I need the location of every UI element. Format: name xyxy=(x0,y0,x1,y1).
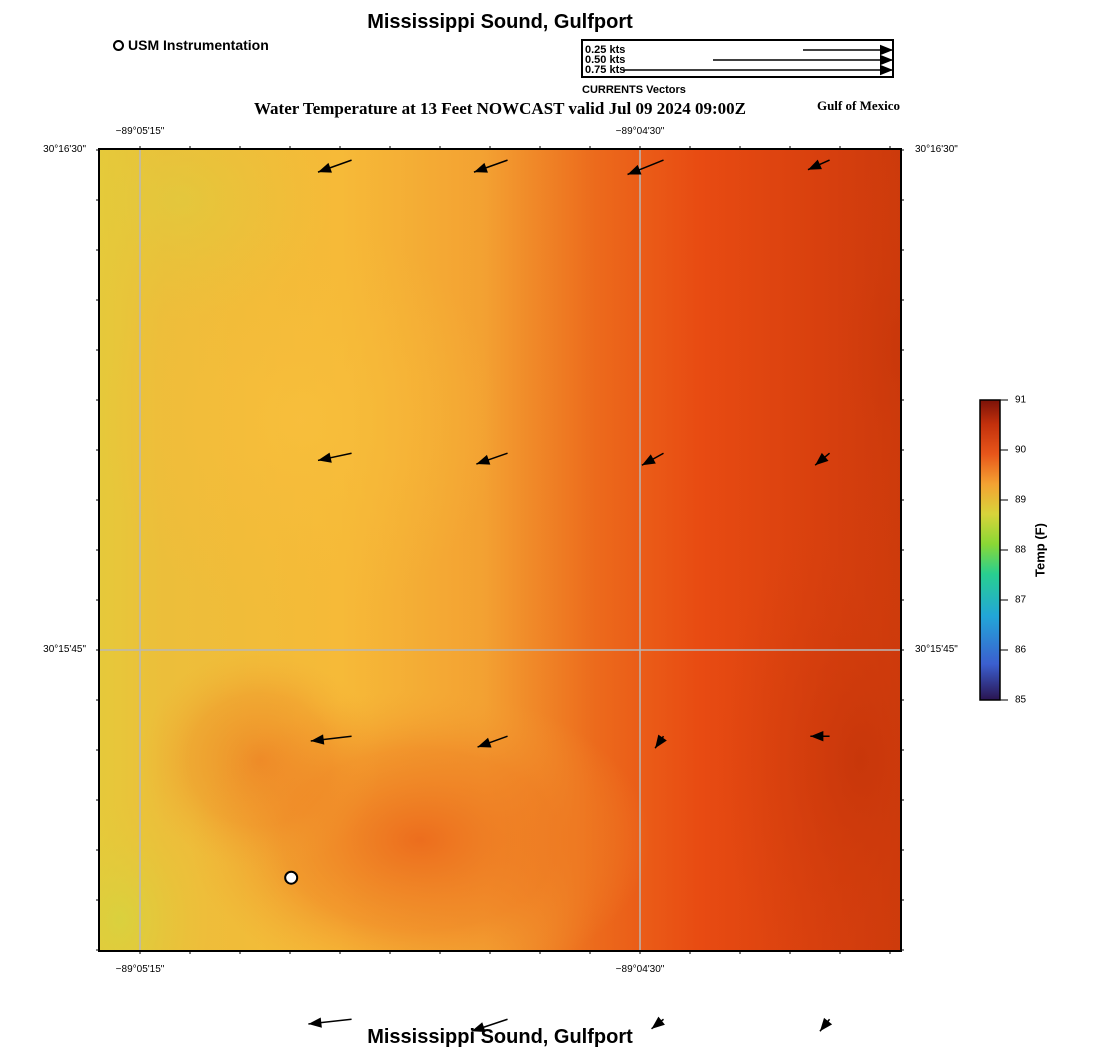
colorbar-tick-label: 85 xyxy=(1015,694,1027,706)
current-vector-arrow xyxy=(819,1017,833,1032)
temperature-field xyxy=(100,150,900,950)
current-vector-arrow xyxy=(317,159,352,173)
water-temperature-title: Water Temperature at 13 Feet NOWCAST val… xyxy=(253,99,747,118)
current-vector-arrow xyxy=(807,159,830,171)
vector-scale-arrow xyxy=(713,54,893,66)
vector-scale-arrows xyxy=(623,44,893,76)
current-vector-arrow xyxy=(476,452,508,465)
map-frame xyxy=(98,148,902,952)
lat-tick-label-right: 30°16'30" xyxy=(915,144,958,155)
current-vector-arrow xyxy=(473,159,508,173)
colorbar-tick-label: 88 xyxy=(1015,544,1027,556)
current-vector-arrow xyxy=(810,731,830,742)
current-vector-arrow xyxy=(317,452,352,463)
current-vector-arrow xyxy=(308,1017,352,1028)
current-vector-scale-box xyxy=(581,39,894,78)
map-title-top: Mississippi Sound, Gulfport xyxy=(367,11,633,33)
current-vector-arrow xyxy=(627,159,664,176)
colorbar-tick-label: 87 xyxy=(1015,594,1027,606)
usm-instrumentation-legend: USM Instrumentation xyxy=(113,37,269,53)
current-vector-arrow xyxy=(471,1018,508,1033)
vector-scale-label: 0.50 kts xyxy=(585,54,626,66)
colorbar xyxy=(979,399,1001,701)
usm-instrumentation-label: USM Instrumentation xyxy=(128,37,269,53)
vector-scale-label: 0.75 kts xyxy=(585,64,626,76)
usm-station-marker[interactable] xyxy=(284,870,299,885)
colorbar-ticks xyxy=(1000,399,1008,701)
current-vector-arrow xyxy=(814,452,831,466)
lat-tick-label-left: 30°16'30" xyxy=(43,144,86,155)
instrument-marker-icon xyxy=(113,39,124,51)
current-vector-arrow xyxy=(654,734,667,749)
vector-scale-arrow xyxy=(623,64,893,76)
current-vector-arrow xyxy=(477,735,508,748)
current-vectors-title: CURRENTS Vectors xyxy=(582,84,686,96)
current-vector-arrow xyxy=(641,452,664,466)
lat-tick-label-right: 30°15'45" xyxy=(915,644,958,655)
lon-tick-label-bottom: −89°05'15" xyxy=(115,964,165,975)
current-vector-arrow xyxy=(651,1016,665,1030)
lon-tick-label-bottom: −89°04'30" xyxy=(615,964,665,975)
lon-tick-label-top: −89°04'30" xyxy=(615,126,665,137)
colorbar-tick-label: 91 xyxy=(1015,394,1027,406)
current-vectors xyxy=(308,159,833,1033)
vector-scale-arrow xyxy=(803,44,893,56)
current-vector-arrow xyxy=(310,734,352,745)
colorbar-tick-label: 86 xyxy=(1015,644,1027,656)
colorbar-tick-label: 90 xyxy=(1015,444,1027,456)
colorbar-tick-label: 89 xyxy=(1015,494,1027,506)
vector-scale-label: 0.25 kts xyxy=(585,44,626,56)
region-label: Gulf of Mexico xyxy=(816,98,900,113)
colorbar-title: Temp (F) xyxy=(1032,523,1048,577)
graticule xyxy=(100,150,900,950)
lat-tick-label-left: 30°15'45" xyxy=(43,644,86,655)
map-title-bottom: Mississippi Sound, Gulfport xyxy=(367,1026,633,1048)
lon-tick-label-top: −89°05'15" xyxy=(115,126,165,137)
